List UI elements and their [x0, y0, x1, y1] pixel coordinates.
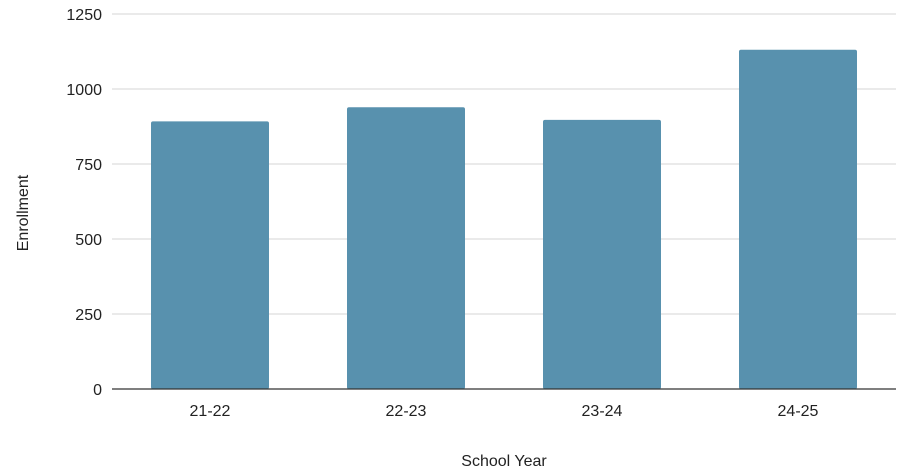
- bars: [151, 49, 857, 390]
- x-tick-labels: 21-22 22-23 23-24 24-25: [190, 403, 819, 420]
- y-axis-title: Enrollment: [15, 174, 32, 251]
- y-tick-label: 750: [75, 157, 102, 174]
- y-tick-label: 1250: [66, 7, 102, 24]
- x-tick-label: 21-22: [190, 403, 231, 420]
- y-tick-label: 1000: [66, 82, 102, 99]
- y-tick-label: 250: [75, 307, 102, 324]
- x-tick-label: 22-23: [386, 403, 427, 420]
- bar-23-24: [543, 119, 661, 390]
- bar-22-23: [347, 107, 465, 390]
- bar-24-25: [739, 49, 857, 389]
- x-tick-label: 23-24: [582, 403, 623, 420]
- y-tick-labels: 0 250 500 750 1000 1250: [66, 7, 102, 399]
- y-tick-label: 0: [93, 382, 102, 399]
- x-axis-title: School Year: [461, 453, 547, 468]
- y-tick-label: 500: [75, 232, 102, 249]
- x-tick-label: 24-25: [778, 403, 819, 420]
- bar-21-22: [151, 121, 269, 390]
